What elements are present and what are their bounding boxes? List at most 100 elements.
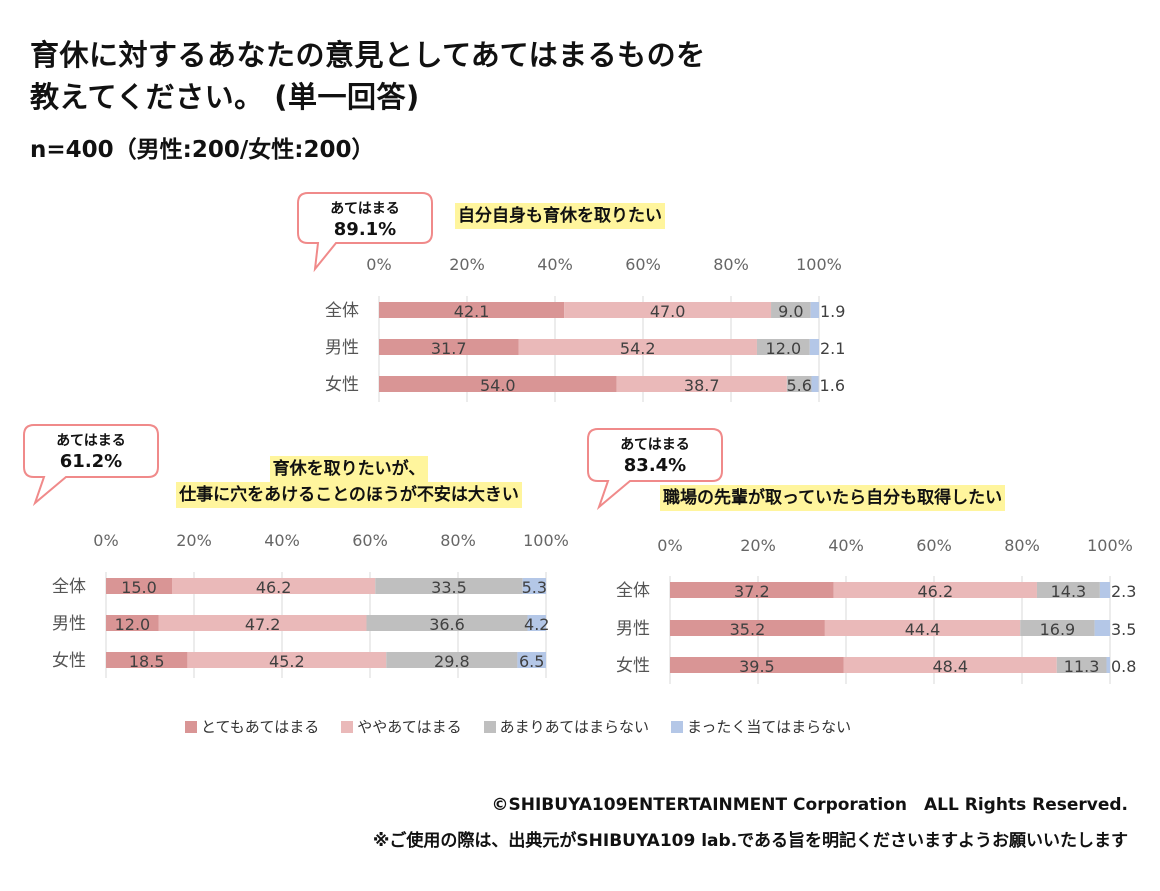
- chart2-xtick: 80%: [440, 531, 476, 550]
- chart2-category-label: 全体: [52, 577, 86, 597]
- chart2-bar-segment: [366, 615, 528, 631]
- chart1-data-label: 54.0: [480, 376, 516, 395]
- chart1-category-label: 男性: [325, 338, 359, 358]
- chart1-callout: [297, 192, 433, 273]
- chart2-callout-value: 61.2%: [60, 451, 122, 472]
- chart3-data-label: 39.5: [739, 657, 775, 676]
- chart1-data-label: 2.1: [820, 339, 845, 358]
- legend-label: あまりあてはまらない: [499, 718, 650, 736]
- chart3-bar-segment: [824, 620, 1021, 636]
- chart3-bar-segment: [833, 582, 1037, 598]
- chart1-bar-segment: [518, 339, 757, 355]
- chart3-xtick: 0%: [657, 536, 682, 555]
- chart3-bar-segment: [1056, 657, 1107, 673]
- chart3-data-label: 37.2: [734, 582, 770, 601]
- legend-swatch: [185, 721, 197, 733]
- chart3-data-label: 14.3: [1051, 582, 1087, 601]
- chart2-xtick: 100%: [523, 531, 569, 550]
- chart3-bar-segment: [670, 657, 844, 673]
- chart1-bar-segment: [809, 339, 819, 355]
- chart2-data-label: 6.5: [519, 652, 544, 671]
- chart1-bar-segment: [811, 376, 819, 392]
- chart3-data-label: 16.9: [1040, 620, 1076, 639]
- chart1-data-label: 54.2: [620, 339, 656, 358]
- chart2-bar-segment: [517, 652, 546, 668]
- copyright: ©SHIBUYA109ENTERTAINMENT Corporation ALL…: [491, 795, 1128, 815]
- chart1-data-label: 31.7: [431, 339, 467, 358]
- chart2-category-label: 女性: [52, 651, 86, 671]
- chart3-bar-segment: [670, 582, 834, 598]
- chart2-bar-segment: [375, 578, 523, 594]
- chart1-bar-segment: [379, 302, 565, 318]
- legend-item-not-much: あまりあてはまらない: [483, 716, 650, 737]
- chart3-category-label: 男性: [616, 619, 650, 639]
- chart1-bar-segment: [379, 376, 617, 392]
- chart2-bar-segment: [106, 615, 159, 631]
- chart1-category-label: 女性: [325, 375, 359, 395]
- chart1-category-label: 全体: [325, 301, 359, 321]
- chart1-xtick: 80%: [713, 255, 749, 274]
- chart2-bar-segment: [106, 652, 188, 668]
- legend-label: まったく当てはまらない: [687, 718, 852, 736]
- chart3-data-label: 35.2: [730, 620, 766, 639]
- chart1-data-label: 42.1: [454, 302, 490, 321]
- chart2-data-label: 5.3: [522, 578, 547, 597]
- chart1-xtick: 40%: [537, 255, 573, 274]
- chart3-category-label: 全体: [616, 581, 650, 601]
- chart3-bar-segment: [1099, 582, 1110, 598]
- chart3-bar-segment: [1094, 620, 1110, 636]
- chart2-bar-segment: [106, 578, 172, 594]
- chart3-xtick: 80%: [1004, 536, 1040, 555]
- legend-swatch: [483, 721, 496, 733]
- chart2-data-label: 29.8: [434, 652, 470, 671]
- chart2-data-label: 33.5: [431, 578, 467, 597]
- chart3-bar-segment: [1020, 620, 1095, 636]
- chart2-bar-segment: [527, 615, 546, 631]
- chart2-bar-segment: [386, 652, 518, 668]
- chart2-data-label: 36.6: [429, 615, 465, 634]
- chart1-callout-label: あてはまる: [330, 201, 399, 217]
- chart3-data-label: 46.2: [918, 582, 954, 601]
- legend-item-somewhat: ややあてはまる: [341, 716, 462, 737]
- chart1-bar-segment: [379, 339, 519, 355]
- chart2-data-label: 15.0: [121, 578, 157, 597]
- chart3-bar-segment: [670, 620, 825, 636]
- chart3-title: 職場の先輩が取っていたら自分も取得したい: [660, 485, 1006, 511]
- chart3-data-label: 3.5: [1111, 620, 1136, 639]
- chart1-data-label: 5.6: [786, 376, 811, 395]
- chart3-data-label: 48.4: [932, 657, 968, 676]
- legend: とてもあてはまる ややあてはまる あまりあてはまらない まったく当てはまらない: [185, 716, 851, 737]
- title-line-2: 教えてください。 (単一回答): [30, 80, 420, 114]
- chart3-data-label: 11.3: [1064, 657, 1100, 676]
- chart1-bar-segment: [771, 302, 811, 318]
- chart3-data-label: 44.4: [905, 620, 941, 639]
- legend-label: とてもあてはまる: [201, 718, 320, 736]
- chart2-callout-label: あてはまる: [56, 433, 125, 449]
- chart1-xtick: 20%: [449, 255, 485, 274]
- chart1-xtick: 100%: [796, 255, 842, 274]
- chart1-data-label: 9.0: [778, 302, 803, 321]
- legend-item-very: とてもあてはまる: [185, 716, 319, 737]
- chart1-data-label: 1.9: [820, 302, 845, 321]
- legend-swatch: [341, 721, 354, 733]
- chart1-callout-value: 89.1%: [334, 219, 396, 240]
- chart3-xtick: 40%: [828, 536, 864, 555]
- chart2-bar-segment: [522, 578, 546, 594]
- chart1-bar-segment: [616, 376, 787, 392]
- chart2-bar-segment: [172, 578, 376, 594]
- chart1-data-label: 12.0: [766, 339, 802, 358]
- chart2-xtick: 20%: [176, 531, 212, 550]
- chart1-data-label: 1.6: [820, 376, 845, 395]
- chart3-category-label: 女性: [616, 656, 650, 676]
- chart2-data-label: 45.2: [269, 652, 305, 671]
- chart2-data-label: 46.2: [256, 578, 292, 597]
- chart3-callout: [587, 428, 723, 511]
- legend-item-not-at-all: まったく当てはまらない: [671, 716, 851, 737]
- chart3-bar-segment: [1106, 657, 1110, 673]
- chart2-xtick: 0%: [93, 531, 118, 550]
- chart2-data-label: 47.2: [245, 615, 281, 634]
- chart1-bar-segment: [786, 376, 812, 392]
- title-line-1: 育休に対するあなたの意見としてあてはまるものを: [30, 38, 706, 72]
- chart2-data-label: 18.5: [129, 652, 165, 671]
